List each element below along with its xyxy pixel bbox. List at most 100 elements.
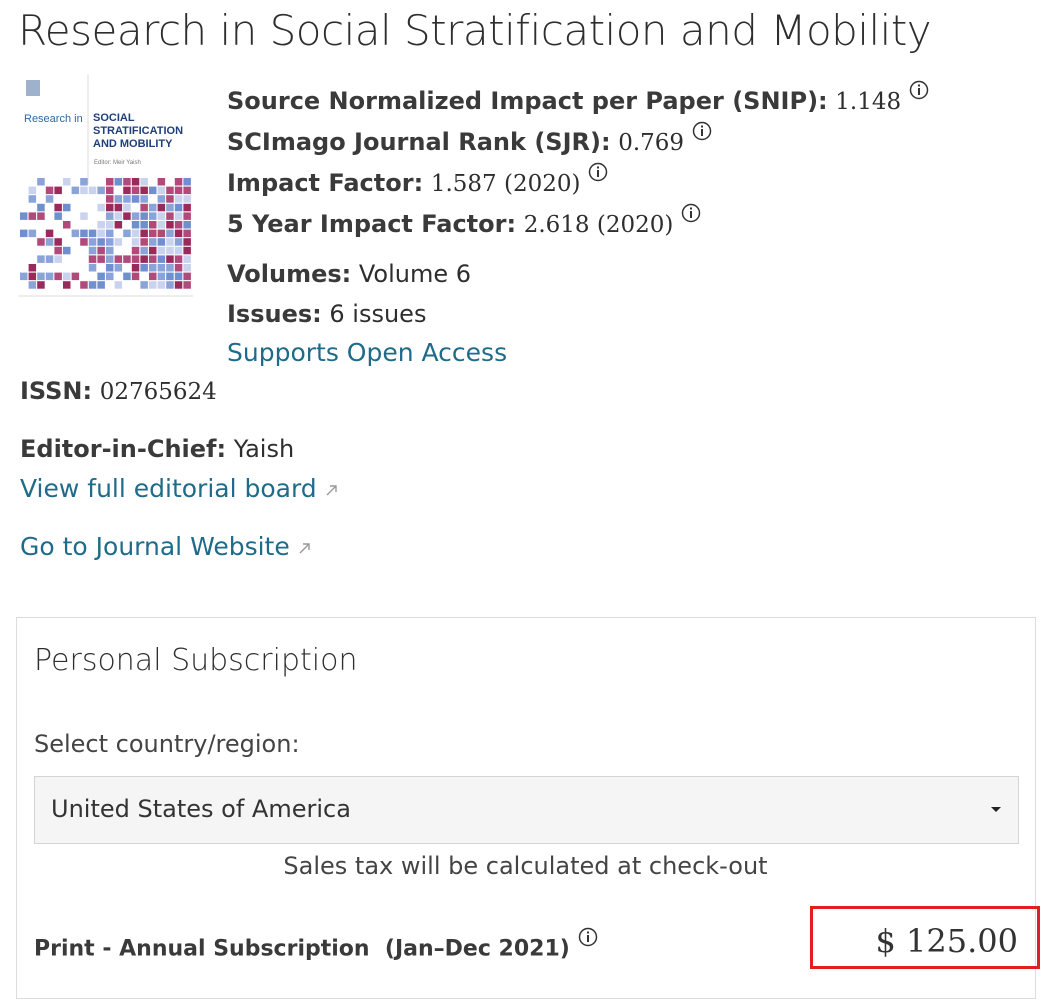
product-period: (Jan–Dec 2021) bbox=[384, 936, 570, 962]
cover-tile bbox=[140, 203, 148, 212]
cover-tile bbox=[45, 255, 54, 263]
cover-tile bbox=[166, 272, 174, 281]
cover-tile bbox=[140, 186, 148, 195]
cover-tile bbox=[157, 238, 166, 246]
cover-tile bbox=[183, 246, 191, 255]
cover-tile bbox=[149, 203, 157, 212]
cover-tile bbox=[106, 246, 114, 255]
cover-tile bbox=[174, 238, 183, 246]
metric-label: Impact Factor: bbox=[227, 169, 424, 197]
external-icon bbox=[326, 485, 337, 496]
cover-tile bbox=[183, 229, 191, 238]
cover-tile bbox=[140, 281, 148, 289]
cover-tile bbox=[106, 186, 114, 195]
info-icon[interactable] bbox=[692, 121, 712, 141]
cover-tile bbox=[28, 212, 37, 220]
cover-tile bbox=[88, 186, 97, 195]
link-text: View full editorial board bbox=[20, 474, 317, 503]
cover-tile bbox=[174, 195, 183, 203]
cover-tile bbox=[174, 272, 183, 281]
cover-tile bbox=[149, 186, 157, 195]
cover-tile bbox=[37, 255, 45, 263]
country-select[interactable]: United States of America bbox=[34, 776, 1019, 844]
cover-tile bbox=[114, 238, 123, 246]
cover-tile bbox=[149, 281, 157, 289]
cover-tile bbox=[71, 229, 80, 238]
journal-cover[interactable]: Research in SOCIAL STRATIFICATION AND MO… bbox=[18, 74, 193, 326]
cover-tile bbox=[123, 272, 131, 281]
cover-tile bbox=[63, 178, 71, 186]
editor: Editor-in-Chief: Yaish bbox=[20, 435, 294, 463]
metric-value: 1.148 bbox=[835, 89, 902, 115]
cover-tile bbox=[166, 238, 174, 246]
cover-tile bbox=[174, 203, 183, 212]
cover-tile bbox=[54, 272, 62, 281]
metric-label: Source Normalized Impact per Paper (SNIP… bbox=[227, 87, 828, 115]
cover-tile bbox=[63, 203, 71, 212]
cover-tile bbox=[97, 229, 105, 238]
cover-tile bbox=[80, 178, 88, 186]
cover-tile bbox=[97, 221, 105, 229]
cover-tile bbox=[123, 195, 131, 203]
cover-tile bbox=[149, 264, 157, 272]
cover-tile bbox=[131, 178, 140, 186]
cover-tile bbox=[88, 264, 97, 272]
cover-tile bbox=[106, 255, 114, 263]
cover-tile bbox=[131, 186, 140, 195]
cover-tile bbox=[174, 246, 183, 255]
cover-tile bbox=[157, 221, 166, 229]
metric-impact-factor: Impact Factor: 1.587 (2020) bbox=[227, 162, 608, 197]
cover-tile bbox=[166, 221, 174, 229]
cover-tile bbox=[63, 281, 71, 289]
cover-tile bbox=[114, 178, 123, 186]
cover-tile bbox=[131, 255, 140, 263]
page: Research in Social Stratification and Mo… bbox=[16, 6, 1040, 999]
info-icon[interactable] bbox=[909, 80, 929, 100]
cover-tile bbox=[88, 238, 97, 246]
cover-tile bbox=[123, 212, 131, 220]
cover-tile bbox=[166, 203, 174, 212]
cover-tile bbox=[123, 255, 131, 263]
cover-tile bbox=[37, 272, 45, 281]
cover-tile bbox=[88, 229, 97, 238]
cover-tile bbox=[157, 246, 166, 255]
metric-value: 0.769 bbox=[618, 130, 685, 156]
cover-tile bbox=[140, 229, 148, 238]
cover-tile bbox=[106, 203, 114, 212]
cover-tile bbox=[28, 186, 37, 195]
open-access-link[interactable]: Supports Open Access bbox=[227, 338, 508, 367]
cover-tile bbox=[114, 281, 123, 289]
cover-tile bbox=[54, 203, 62, 212]
cover-tile bbox=[106, 178, 114, 186]
cover-tile bbox=[183, 238, 191, 246]
cover-tile bbox=[166, 212, 174, 220]
info-icon[interactable] bbox=[588, 162, 608, 182]
cover-tile bbox=[166, 255, 174, 263]
cover-tile bbox=[80, 281, 88, 289]
cover-tile bbox=[54, 255, 62, 263]
cover-tile bbox=[54, 238, 62, 246]
cover-tile bbox=[45, 195, 54, 203]
cover-tile bbox=[97, 203, 105, 212]
cover-tile bbox=[114, 221, 123, 229]
cover-tile bbox=[97, 255, 105, 263]
info-icon[interactable] bbox=[578, 927, 598, 947]
cover-tile bbox=[114, 255, 123, 263]
metric-label: 5 Year Impact Factor: bbox=[227, 210, 517, 238]
cover-tile bbox=[157, 195, 166, 203]
cover-tile bbox=[183, 281, 191, 289]
editor-label: Editor-in-Chief: bbox=[20, 435, 227, 463]
journal-website-link[interactable]: Go to Journal Website bbox=[20, 532, 312, 561]
cover-tile bbox=[37, 281, 45, 289]
cover-tile bbox=[106, 272, 114, 281]
metric-label: SCImago Journal Rank (SJR): bbox=[227, 128, 611, 156]
editorial-board-link[interactable]: View full editorial board bbox=[20, 474, 339, 503]
cover-tile bbox=[183, 221, 191, 229]
cover-tile bbox=[174, 255, 183, 263]
detail-value: Volume 6 bbox=[358, 260, 472, 288]
metric-snip: Source Normalized Impact per Paper (SNIP… bbox=[227, 80, 929, 115]
issues: Issues: 6 issues bbox=[227, 300, 426, 328]
cover-tile bbox=[45, 272, 54, 281]
info-icon[interactable] bbox=[681, 203, 701, 223]
tax-note: Sales tax will be calculated at check-ou… bbox=[283, 852, 768, 880]
